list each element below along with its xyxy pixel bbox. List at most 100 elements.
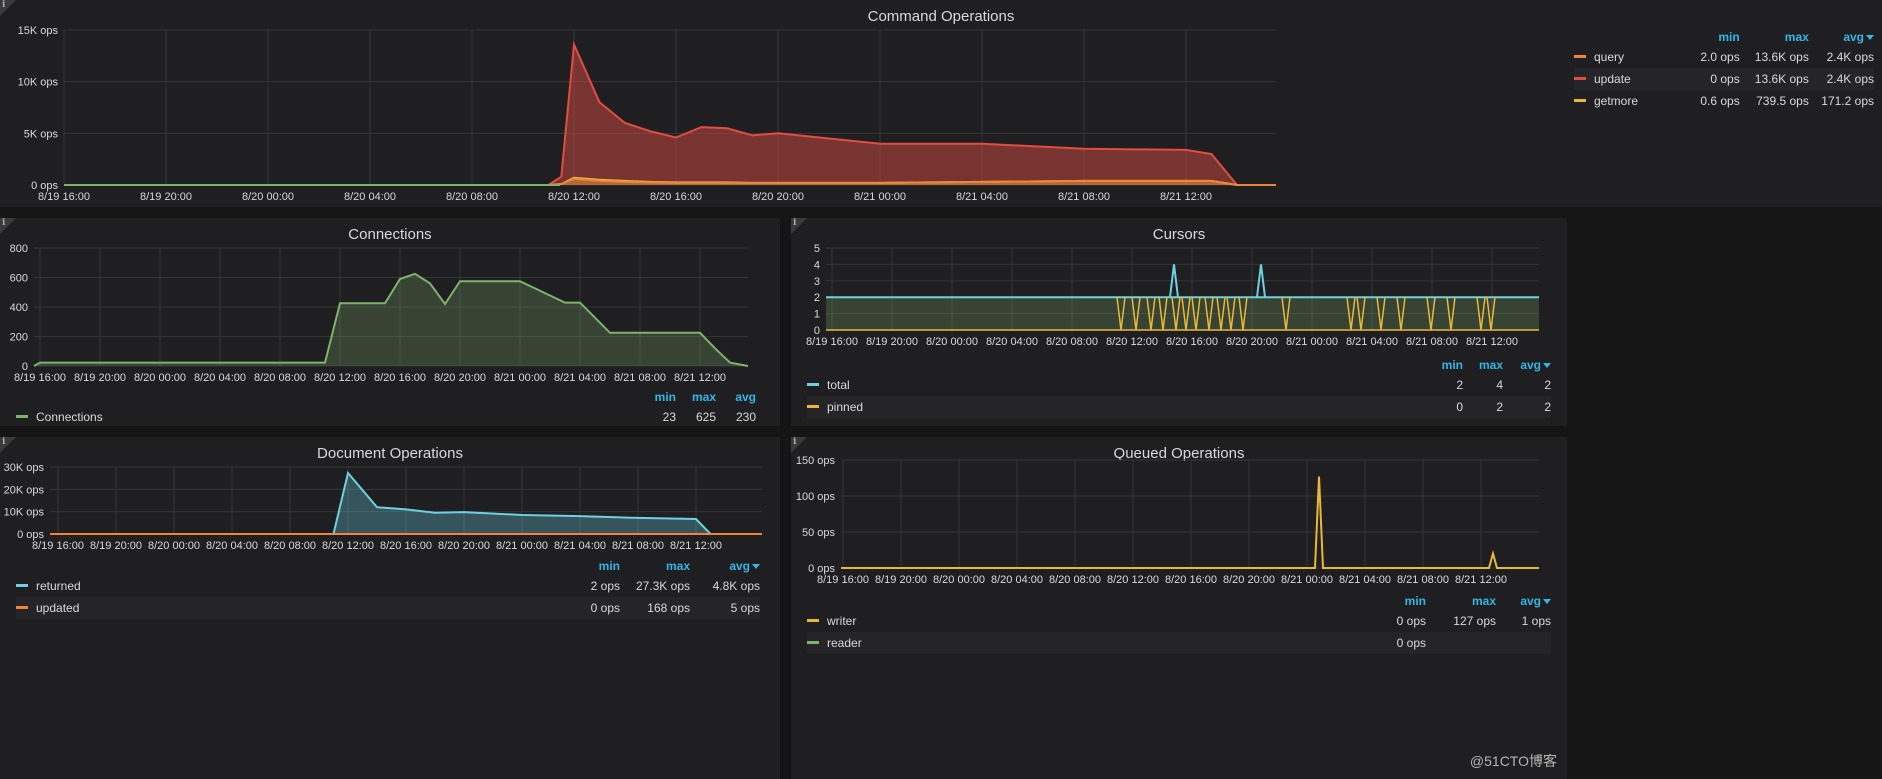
series-pinned-dip (1396, 297, 1406, 331)
legend-max-header[interactable]: max (1784, 30, 1809, 44)
series-name[interactable]: updated (36, 601, 80, 615)
x-tick-label: 8/20 20:00 (438, 540, 490, 552)
info-corner[interactable] (791, 437, 807, 453)
legend-avg-header[interactable]: avg (729, 559, 750, 573)
x-tick-label: 8/20 12:00 (322, 540, 374, 552)
info-icon[interactable]: i (2, 0, 6, 10)
connections-legend: min max avg Connections 23 625 230 (16, 388, 756, 426)
series-avg (1496, 632, 1551, 654)
legend-row-returned[interactable]: returned 2 ops 27.3K ops 4.8K ops (16, 575, 760, 597)
legend-avg-header[interactable]: avg (735, 390, 756, 404)
info-icon[interactable]: i (2, 437, 6, 447)
x-tick-label: 8/21 08:00 (614, 372, 666, 384)
watermark: @51CTO博客 (1469, 753, 1557, 769)
x-tick-label: 8/20 00:00 (933, 574, 985, 586)
x-tick-label: 8/20 00:00 (148, 540, 200, 552)
legend-max-header[interactable]: max (665, 559, 690, 573)
series-name[interactable]: query (1594, 50, 1625, 64)
series-avg: 1 ops (1521, 614, 1551, 628)
series-total-spike (1169, 264, 1179, 298)
legend-min-header[interactable]: min (1441, 358, 1463, 372)
x-tick-label: 8/20 08:00 (1046, 336, 1098, 348)
series-name[interactable]: total (827, 378, 850, 392)
series-name[interactable]: reader (827, 636, 862, 650)
x-tick-label: 8/19 16:00 (32, 540, 84, 552)
series-avg: 2 (1544, 378, 1551, 392)
y-tick-label: 30K ops (4, 462, 45, 474)
legend-min-header[interactable]: min (598, 559, 620, 573)
legend-min-header[interactable]: min (1718, 30, 1740, 44)
series-max: 127 ops (1453, 614, 1496, 628)
series-query-area (64, 178, 1276, 185)
y-tick-label: 10K ops (18, 77, 59, 89)
legend-row-connections[interactable]: Connections 23 625 230 (16, 406, 756, 426)
series-name[interactable]: writer (827, 614, 857, 628)
series-swatch (807, 383, 819, 387)
series-name[interactable]: update (1594, 72, 1631, 86)
legend-row-reader[interactable]: reader 0 ops (807, 632, 1551, 654)
legend-row-update[interactable]: update 0 ops 13.6K ops 2.4K ops (1574, 68, 1874, 90)
y-tick-label: 0 ops (808, 563, 835, 575)
y-tick-label: 600 (10, 273, 28, 285)
legend-row-writer[interactable]: writer 0 ops 127 ops 1 ops (807, 610, 1551, 632)
x-tick-label: 8/20 04:00 (344, 191, 396, 203)
legend-max-header[interactable]: max (1471, 594, 1496, 608)
x-tick-label: 8/20 16:00 (374, 372, 426, 384)
legend-min-header[interactable]: min (654, 390, 676, 404)
x-tick-label: 8/20 16:00 (1165, 574, 1217, 586)
series-name[interactable]: getmore (1594, 94, 1639, 108)
x-tick-label: 8/19 16:00 (14, 372, 66, 384)
x-tick-label: 8/19 16:00 (817, 574, 869, 586)
panel-title[interactable]: Document Operations (317, 445, 463, 462)
legend-row-pinned[interactable]: pinned 0 2 2 (807, 396, 1551, 418)
series-pinned-dip (1281, 297, 1291, 331)
legend-row-query[interactable]: query 2.0 ops 13.6K ops 2.4K ops (1574, 46, 1874, 68)
info-corner[interactable] (0, 0, 16, 16)
series-min: 23 (662, 410, 676, 424)
legend-avg-header[interactable]: avg (1843, 30, 1864, 44)
x-tick-label: 8/20 12:00 (314, 372, 366, 384)
series-pinned-dip (1181, 297, 1191, 331)
series-min: 0 ops (1356, 632, 1426, 654)
panel-title[interactable]: Queued Operations (1113, 445, 1245, 462)
legend-max-header[interactable]: max (1478, 358, 1503, 372)
y-tick-label: 0 ops (31, 180, 58, 192)
x-tick-label: 8/19 20:00 (74, 372, 126, 384)
x-tick-label: 8/20 04:00 (206, 540, 258, 552)
series-name[interactable]: Connections (36, 410, 103, 424)
series-swatch (1574, 77, 1586, 81)
info-corner[interactable] (791, 218, 807, 234)
y-tick-label: 3 (814, 276, 820, 288)
series-pinned-dip (1446, 297, 1456, 331)
info-icon[interactable]: i (793, 218, 797, 228)
info-corner[interactable] (0, 437, 16, 453)
y-tick-label: 400 (10, 302, 28, 314)
legend-min-header[interactable]: min (1404, 594, 1426, 608)
info-corner[interactable] (0, 218, 16, 234)
panel-title[interactable]: Connections (348, 226, 432, 243)
series-avg: 171.2 ops (1821, 94, 1874, 108)
series-min: 0 ops (550, 597, 620, 619)
legend-avg-header[interactable]: avg (1520, 358, 1541, 372)
series-min: 0 ops (1396, 614, 1426, 628)
y-tick-label: 0 (22, 361, 28, 373)
x-tick-label: 8/21 08:00 (1406, 336, 1458, 348)
legend-row-getmore[interactable]: getmore 0.6 ops 739.5 ops 171.2 ops (1574, 90, 1874, 112)
panel-title[interactable]: Cursors (1152, 226, 1206, 243)
series-swatch (16, 606, 28, 610)
legend-row-total[interactable]: total 2 4 2 (807, 374, 1551, 396)
legend-max-header[interactable]: max (691, 390, 716, 404)
x-tick-label: 8/20 04:00 (194, 372, 246, 384)
panel-title[interactable]: Command Operations (867, 8, 1015, 25)
legend-avg-header[interactable]: avg (1520, 594, 1541, 608)
series-avg: 2.4K ops (1826, 50, 1874, 64)
series-connections-area (34, 273, 748, 366)
series-name[interactable]: returned (36, 579, 81, 593)
legend-row-updated[interactable]: updated 0 ops 168 ops 5 ops (16, 597, 760, 619)
info-icon[interactable]: i (793, 437, 797, 447)
series-name[interactable]: pinned (827, 400, 864, 414)
info-icon[interactable]: i (2, 218, 6, 228)
x-tick-label: 8/20 12:00 (548, 191, 600, 203)
